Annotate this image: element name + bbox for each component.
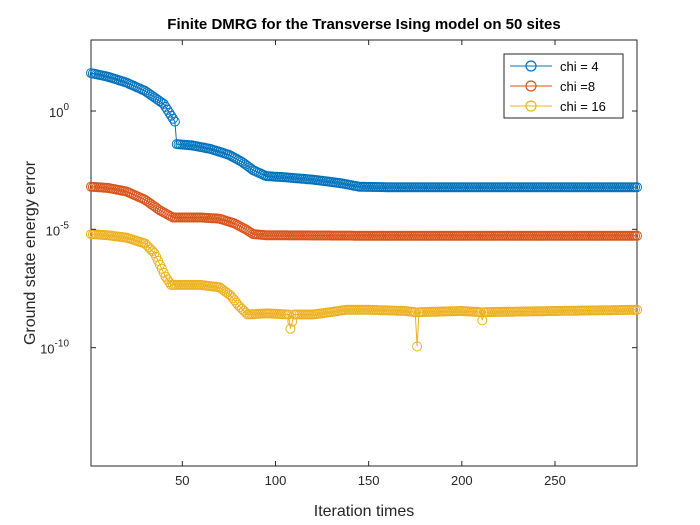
legend-entries: chi = 4 chi =8 chi = 16: [510, 59, 606, 114]
legend-label: chi =8: [560, 79, 595, 94]
data-point: [223, 289, 234, 300]
x-tick-label: 250: [544, 473, 566, 488]
data-point: [143, 242, 154, 253]
legend-label: chi = 4: [560, 59, 599, 74]
y-axis-label: Ground state energy error: [22, 160, 39, 345]
series-0: [86, 68, 642, 193]
data-point: [160, 271, 171, 282]
chart-title: Finite DMRG for the Transverse Ising mod…: [167, 16, 560, 33]
data-point: [145, 244, 156, 255]
y-tick-label: 10-5: [46, 220, 70, 238]
data-point: [412, 341, 423, 352]
x-tick-label: 200: [451, 473, 473, 488]
x-tick-label: 100: [265, 473, 287, 488]
legend-marker: [525, 100, 537, 112]
data-point: [285, 323, 296, 334]
data-point: [151, 202, 162, 213]
y-tick-label: 10-10: [40, 339, 69, 357]
data-point: [244, 162, 255, 173]
data-point: [164, 277, 175, 288]
series-2: [86, 229, 642, 352]
data-point: [259, 170, 270, 181]
ticks-layer: 50 100 150 200 250 100 10-5 10-10: [40, 40, 637, 488]
data-point: [140, 238, 150, 249]
data-point: [147, 246, 158, 257]
data-point: [166, 110, 177, 121]
legend: chi = 4 chi =8 chi = 16: [503, 53, 624, 119]
series-1: [86, 181, 642, 241]
x-axis-label: Iteration times: [314, 503, 414, 520]
data-point: [158, 98, 169, 109]
x-tick-label: 50: [175, 473, 189, 488]
data-point: [632, 304, 642, 315]
data-point: [233, 300, 244, 311]
data-point: [168, 113, 178, 124]
data-point: [164, 107, 175, 118]
legend-marker: [525, 80, 537, 92]
series-layer: [86, 68, 642, 352]
data-point: [632, 182, 642, 193]
data-point: [235, 302, 246, 312]
y-tick-label: 100: [49, 102, 69, 120]
data-point: [236, 303, 247, 314]
data-point: [169, 116, 180, 127]
data-point: [141, 240, 152, 251]
x-tick-label: 150: [358, 473, 380, 488]
data-point: [632, 230, 642, 241]
data-point: [160, 101, 171, 112]
data-point: [162, 274, 173, 285]
data-point: [162, 104, 173, 115]
legend-label: chi = 16: [560, 99, 606, 114]
legend-marker: [525, 60, 537, 72]
